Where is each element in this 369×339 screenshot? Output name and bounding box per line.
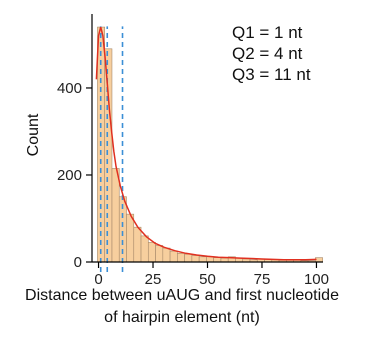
histogram-bar xyxy=(184,253,193,263)
histogram-bar xyxy=(140,235,149,263)
x-axis-label-line2: of hairpin element (nt) xyxy=(104,309,260,326)
histogram-bar xyxy=(147,242,156,263)
histogram-bar xyxy=(126,213,135,263)
histogram-bar xyxy=(213,257,222,263)
x-tick-label: 100 xyxy=(304,271,329,288)
q2-annotation: Q2 = 4 nt xyxy=(232,44,303,63)
y-tick-label: 400 xyxy=(57,80,82,97)
histogram-bar xyxy=(155,245,164,263)
tick-labels: 0 200 400 0 25 50 75 100 xyxy=(57,80,329,288)
x-axis-label-line1: Distance between uAUG and first nucleoti… xyxy=(25,287,339,304)
x-tick-label: 25 xyxy=(145,271,162,288)
x-tick-label: 50 xyxy=(199,271,216,288)
q3-annotation: Q3 = 11 nt xyxy=(232,65,311,84)
histogram-bar xyxy=(169,250,178,263)
histogram-bar xyxy=(133,226,142,263)
x-tick-label: 75 xyxy=(254,271,271,288)
histogram-bar xyxy=(162,247,171,263)
histogram-bar xyxy=(198,256,207,263)
y-tick-label: 200 xyxy=(57,167,82,184)
q1-annotation: Q1 = 1 nt xyxy=(232,23,303,42)
histogram-bar xyxy=(191,255,200,263)
axes xyxy=(86,14,323,268)
histogram-bar xyxy=(206,256,214,263)
quartile-lines xyxy=(99,26,124,272)
y-tick-label: 0 xyxy=(74,254,82,271)
y-axis-label: Count xyxy=(25,113,42,156)
histogram-bar xyxy=(104,48,113,263)
x-tick-label: 0 xyxy=(94,271,102,288)
histogram-bar xyxy=(177,252,185,263)
histogram-bar xyxy=(111,168,120,263)
density-curve xyxy=(95,26,317,261)
